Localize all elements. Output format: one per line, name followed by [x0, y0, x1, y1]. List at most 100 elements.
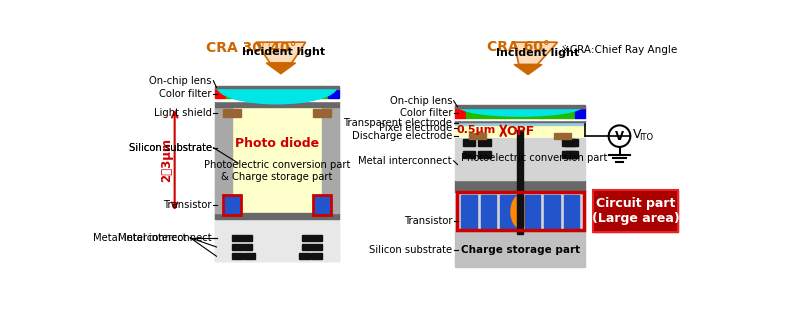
Polygon shape: [514, 65, 542, 75]
Text: 0.5μm: 0.5μm: [456, 125, 496, 135]
Bar: [225, 196, 240, 213]
Text: CRA 30～40°: CRA 30～40°: [206, 40, 297, 54]
Bar: [223, 195, 241, 215]
Bar: [463, 151, 476, 158]
Bar: [232, 107, 322, 213]
Bar: [500, 195, 516, 228]
Text: ※CRA:Chief Ray Angle: ※CRA:Chief Ray Angle: [561, 45, 678, 55]
Bar: [456, 109, 466, 118]
Ellipse shape: [511, 195, 529, 228]
Bar: [466, 109, 574, 118]
Bar: [456, 105, 585, 108]
Text: V: V: [615, 130, 624, 143]
Bar: [223, 109, 241, 117]
Bar: [565, 139, 577, 146]
Bar: [456, 192, 585, 230]
Bar: [480, 195, 496, 228]
Text: Color filter: Color filter: [160, 89, 212, 99]
Bar: [232, 253, 243, 259]
Text: Pixel electrode: Pixel electrode: [379, 123, 452, 133]
Text: Silicon substrate: Silicon substrate: [129, 143, 212, 153]
Bar: [593, 190, 678, 231]
Bar: [456, 118, 585, 120]
Bar: [298, 253, 310, 259]
Text: Incident light: Incident light: [241, 47, 325, 57]
Text: Incident light: Incident light: [496, 48, 579, 58]
Bar: [215, 107, 339, 261]
Bar: [226, 89, 328, 98]
Bar: [456, 105, 585, 107]
Text: Metal interconnect: Metal interconnect: [93, 233, 187, 243]
Bar: [463, 139, 476, 146]
Ellipse shape: [458, 96, 582, 116]
Bar: [313, 109, 331, 117]
Bar: [215, 101, 339, 107]
Bar: [302, 235, 322, 241]
Bar: [545, 195, 560, 228]
Bar: [479, 151, 491, 158]
Bar: [517, 130, 524, 234]
Bar: [302, 244, 322, 250]
Bar: [456, 180, 585, 192]
Bar: [314, 196, 330, 213]
Bar: [311, 253, 322, 259]
Bar: [565, 151, 577, 158]
Bar: [525, 195, 541, 228]
Bar: [593, 190, 678, 231]
Text: Transistor: Transistor: [403, 216, 452, 226]
Text: Charge storage part: Charge storage part: [460, 245, 580, 255]
Bar: [215, 87, 339, 89]
Bar: [469, 133, 486, 139]
Bar: [215, 89, 226, 98]
Text: On-chip lens: On-chip lens: [149, 76, 212, 86]
Bar: [456, 106, 585, 109]
Text: Photoelectric conversion part
& Charge storage part: Photoelectric conversion part & Charge s…: [204, 160, 350, 182]
Text: CRA 60°: CRA 60°: [488, 40, 550, 54]
Text: Light shield: Light shield: [154, 108, 212, 118]
Bar: [215, 98, 339, 101]
Bar: [456, 138, 585, 180]
Text: Color filter: Color filter: [399, 108, 452, 118]
Bar: [215, 107, 232, 213]
Bar: [574, 109, 585, 118]
Text: Circuit part
(Large area): Circuit part (Large area): [592, 197, 679, 225]
Bar: [562, 151, 574, 158]
Bar: [456, 118, 585, 122]
Circle shape: [609, 126, 630, 147]
Text: Photoelectric conversion part: Photoelectric conversion part: [461, 154, 607, 163]
Polygon shape: [266, 63, 296, 74]
Bar: [232, 235, 252, 241]
Bar: [454, 91, 587, 106]
Bar: [245, 253, 255, 259]
Bar: [456, 126, 585, 136]
Text: 2～3μm: 2～3μm: [160, 138, 173, 182]
Bar: [232, 244, 252, 250]
Bar: [554, 133, 572, 139]
Bar: [461, 195, 477, 228]
Bar: [457, 192, 584, 230]
Bar: [562, 139, 574, 146]
Polygon shape: [256, 42, 306, 63]
Bar: [215, 86, 339, 88]
Text: OPF: OPF: [506, 125, 534, 138]
Bar: [328, 89, 339, 98]
Bar: [564, 195, 579, 228]
Bar: [215, 217, 339, 261]
Text: On-chip lens: On-chip lens: [390, 96, 452, 106]
Text: Photo diode: Photo diode: [235, 137, 319, 150]
Text: ITO: ITO: [639, 133, 653, 142]
Text: Metal interconnect: Metal interconnect: [358, 156, 452, 166]
Text: V: V: [633, 128, 641, 141]
Text: Transparent electrode: Transparent electrode: [343, 118, 452, 128]
Bar: [213, 66, 341, 87]
Text: Discharge electrode: Discharge electrode: [352, 131, 452, 141]
Bar: [215, 213, 339, 219]
Polygon shape: [514, 42, 557, 65]
Text: Silicon substrate: Silicon substrate: [129, 143, 212, 153]
Bar: [322, 107, 339, 213]
Bar: [313, 195, 331, 215]
Bar: [456, 122, 585, 126]
Text: Transistor: Transistor: [164, 200, 212, 210]
Text: Silicon substrate: Silicon substrate: [369, 245, 452, 255]
Text: Metal interconnect: Metal interconnect: [118, 233, 212, 243]
